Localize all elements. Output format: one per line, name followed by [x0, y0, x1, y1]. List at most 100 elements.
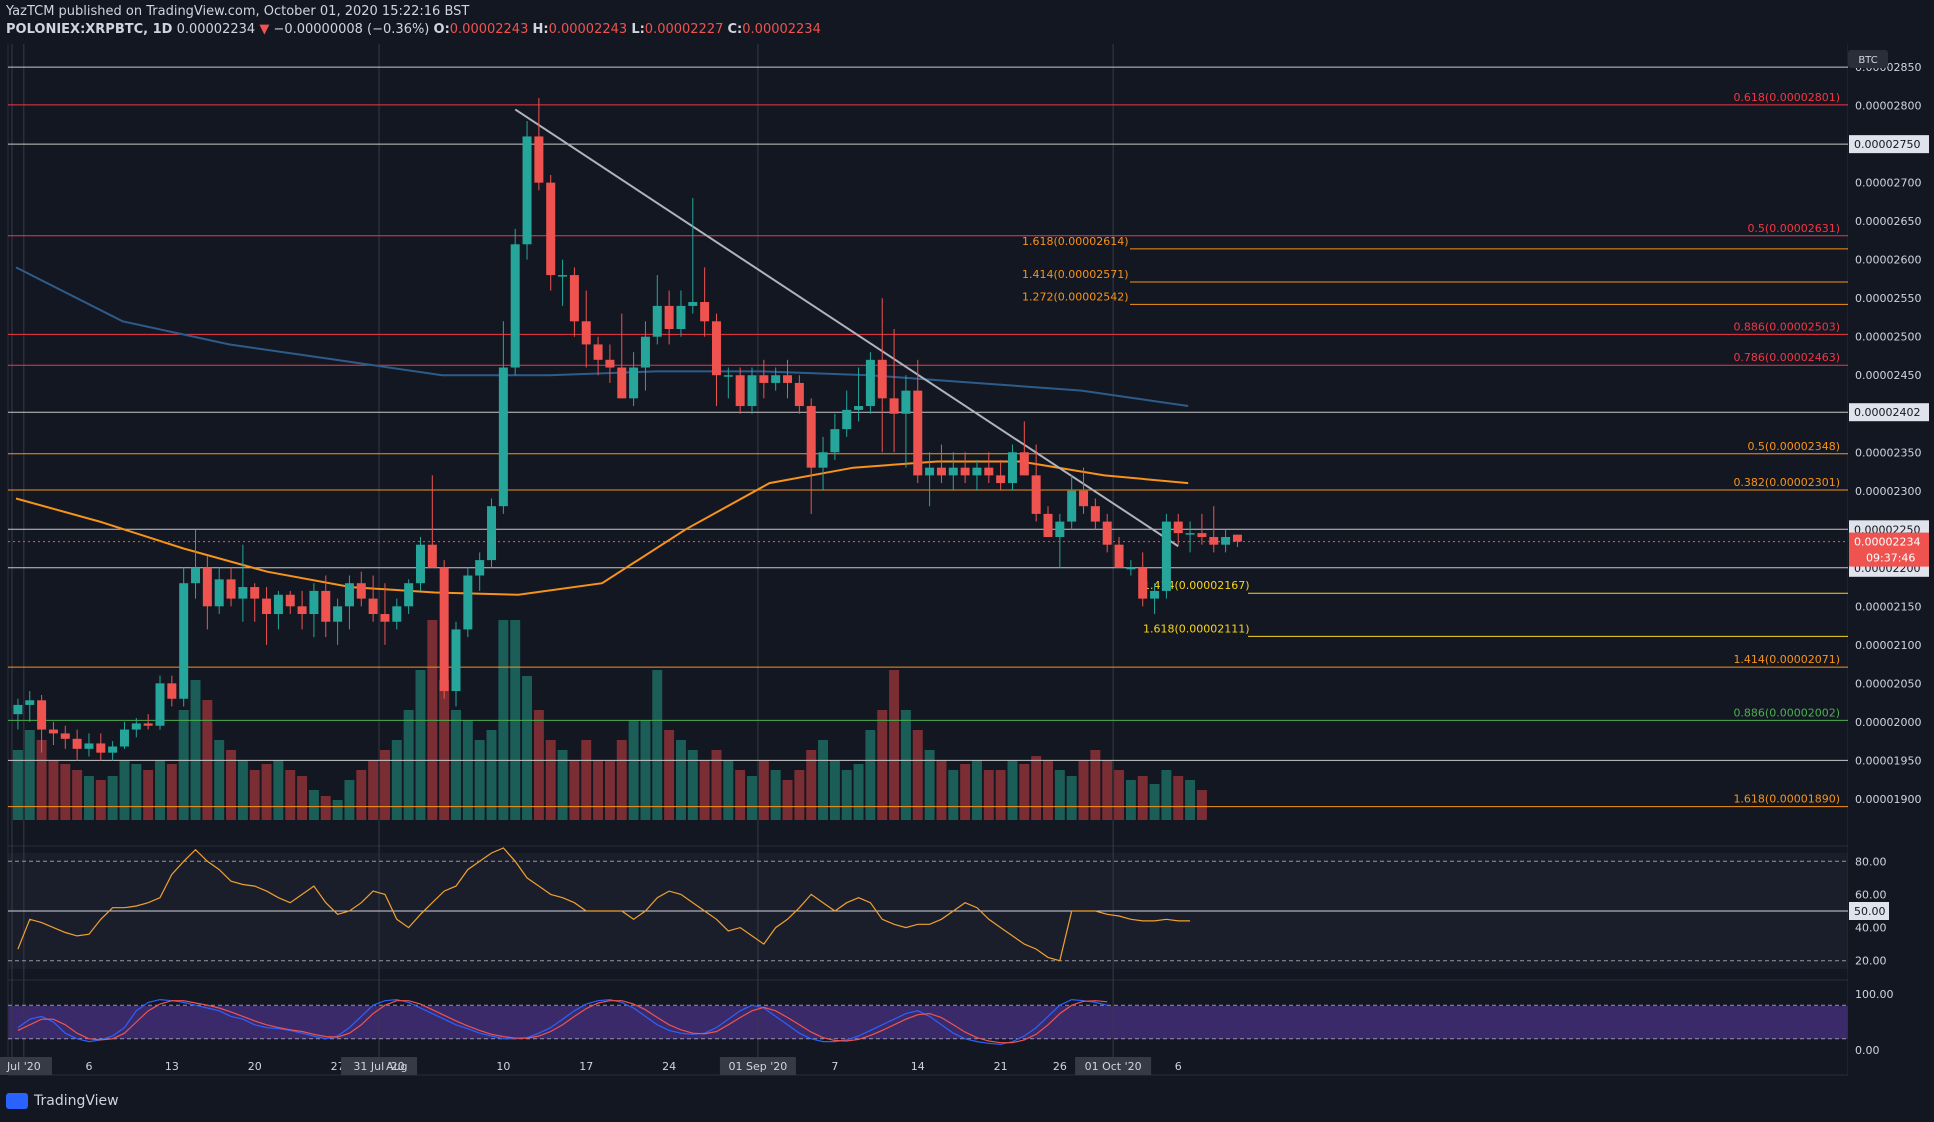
- y-tick-label: 0.00001950: [1855, 754, 1921, 767]
- candle-body: [1055, 521, 1065, 537]
- ma200-line: [15, 266, 1189, 407]
- candle-body: [262, 598, 272, 615]
- x-tick-label: 01 Oct '20: [1085, 1060, 1142, 1073]
- volume-bar: [379, 750, 390, 820]
- countdown-label: 09:37:46: [1866, 552, 1915, 565]
- volume-bar: [1137, 776, 1148, 820]
- x-tick-label: 6: [1175, 1060, 1182, 1073]
- candle-body: [664, 305, 674, 330]
- volume-bar: [865, 730, 876, 820]
- candle-body: [368, 598, 378, 615]
- candle-body: [226, 579, 236, 599]
- volume-bar: [166, 764, 177, 820]
- candle-body: [72, 738, 82, 749]
- tradingview-logo-icon: [6, 1093, 28, 1109]
- candle-body: [84, 743, 94, 749]
- candle-body: [25, 700, 35, 705]
- volume-bar: [983, 770, 994, 820]
- candle-body: [475, 560, 485, 576]
- volume-bar: [971, 760, 982, 820]
- candle-body: [830, 429, 840, 453]
- candle-body: [273, 594, 283, 615]
- y-tick-label: 0.00002150: [1855, 600, 1921, 613]
- volume-bar: [1031, 756, 1042, 820]
- volume-bar: [948, 770, 959, 820]
- volume-bar: [60, 764, 71, 820]
- volume-bar: [1066, 776, 1077, 820]
- volume-bar: [451, 710, 461, 820]
- rsi-current-label: 50.00: [1854, 905, 1886, 918]
- volume-bar: [249, 770, 260, 820]
- fib-level-label: 0.886(0.00002002): [1733, 706, 1840, 719]
- volume-bar: [593, 760, 604, 820]
- volume-bar: [1125, 780, 1136, 820]
- candle-body: [605, 359, 615, 368]
- candle-body: [309, 590, 319, 615]
- candle-body: [854, 406, 864, 410]
- volume-bar: [332, 800, 343, 820]
- volume-bar: [829, 760, 840, 820]
- volume-bar: [675, 740, 686, 820]
- volume-bar: [889, 670, 900, 820]
- volume-bar: [285, 770, 296, 820]
- candle-body: [948, 467, 958, 476]
- candle-body: [771, 375, 781, 383]
- price-change: −0.00000008 (−0.36%): [273, 22, 430, 37]
- y-tick-label: 0.00002600: [1855, 254, 1921, 267]
- x-tick-label: 13: [165, 1060, 179, 1073]
- volume-bar: [190, 680, 201, 820]
- volume-bar: [320, 796, 331, 820]
- fib-level-label: 1.272(0.00002542): [1022, 290, 1129, 303]
- volume-bar: [486, 730, 497, 820]
- volume-bar: [72, 770, 83, 820]
- y-tick-label: 0.00002550: [1855, 292, 1921, 305]
- volume-bar: [1090, 750, 1101, 820]
- volume-bar: [131, 764, 142, 820]
- y-tick-label: 0.00001900: [1855, 793, 1921, 806]
- volume-bar: [297, 776, 308, 820]
- candle-body: [522, 136, 532, 245]
- volume-bar: [12, 750, 23, 820]
- volume-bar: [581, 740, 592, 820]
- fib-level-label: 1.414(0.00002571): [1022, 268, 1129, 281]
- volume-bar: [687, 750, 698, 820]
- fib-level-label: 0.786(0.00002463): [1733, 351, 1840, 364]
- volume-bar: [841, 770, 852, 820]
- candle-body: [676, 305, 686, 330]
- volume-bar: [237, 760, 248, 820]
- candle-body: [238, 587, 248, 599]
- volume-bar: [936, 760, 947, 820]
- candle-body: [108, 746, 118, 753]
- candle-body: [1161, 521, 1171, 591]
- rsi-tick-label: 80.00: [1855, 855, 1887, 868]
- volume-bar: [545, 740, 556, 820]
- volume-bar: [711, 750, 722, 820]
- volume-bar: [344, 780, 355, 820]
- x-tick-badge: [1075, 1057, 1152, 1075]
- volume-bar: [794, 770, 805, 820]
- candle-body: [806, 406, 816, 468]
- symbol-label: POLONIEX:XRPBTC, 1D: [6, 22, 173, 37]
- candle-body: [759, 375, 769, 383]
- rsi-current-tag: [1849, 902, 1889, 920]
- candle-body: [913, 390, 923, 476]
- candle-body: [842, 409, 852, 430]
- candle-body: [487, 506, 497, 561]
- candle-body: [392, 606, 402, 622]
- candle-body: [1079, 490, 1089, 507]
- current-price-label: 0.00002234: [1854, 536, 1920, 549]
- volume-bar: [557, 750, 568, 820]
- x-tick-label: Aug: [386, 1060, 407, 1073]
- volume-bar: [439, 680, 450, 820]
- candle-body: [96, 743, 106, 753]
- candle-body: [1019, 452, 1029, 476]
- last-price: 0.00002234: [176, 22, 256, 37]
- stoch-band: [8, 1006, 1848, 1039]
- candle-body: [1185, 533, 1195, 535]
- volume-bar: [818, 740, 829, 820]
- high-label: H:: [532, 22, 549, 37]
- candle-body: [1031, 475, 1041, 514]
- candle-body: [723, 375, 733, 377]
- candle-body: [1197, 533, 1207, 537]
